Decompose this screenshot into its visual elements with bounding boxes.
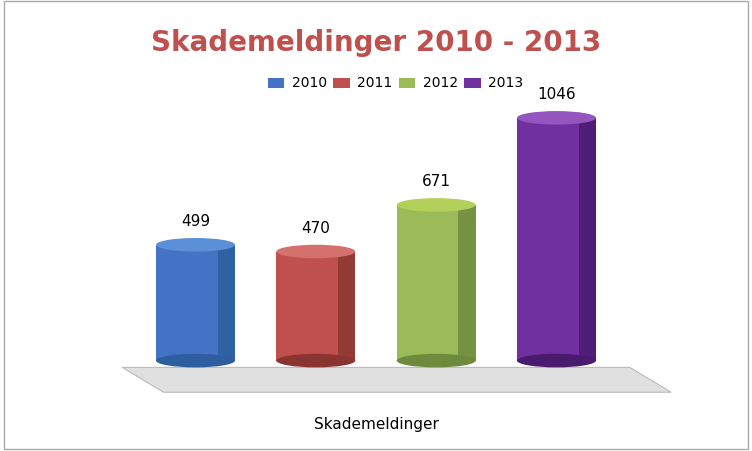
Bar xyxy=(464,78,481,88)
Text: 499: 499 xyxy=(181,214,210,229)
Text: 1046: 1046 xyxy=(537,87,576,102)
Bar xyxy=(338,252,355,361)
Text: 2011: 2011 xyxy=(357,76,393,90)
Bar xyxy=(333,78,350,88)
Ellipse shape xyxy=(156,239,235,252)
Text: 671: 671 xyxy=(422,174,450,189)
Bar xyxy=(156,245,235,361)
Polygon shape xyxy=(123,368,672,392)
Ellipse shape xyxy=(397,198,476,212)
Bar xyxy=(268,78,284,88)
Bar xyxy=(458,205,476,361)
Bar xyxy=(397,205,476,361)
Ellipse shape xyxy=(517,354,596,368)
Text: 2010: 2010 xyxy=(292,76,327,90)
Text: Skademeldinger: Skademeldinger xyxy=(314,416,438,431)
Ellipse shape xyxy=(397,354,476,368)
Ellipse shape xyxy=(156,354,235,368)
Bar xyxy=(277,252,355,361)
Ellipse shape xyxy=(277,245,356,259)
Bar xyxy=(399,78,415,88)
Text: 2012: 2012 xyxy=(423,76,458,90)
Bar xyxy=(217,245,235,361)
Text: 470: 470 xyxy=(302,221,330,235)
Bar xyxy=(517,119,596,361)
Ellipse shape xyxy=(517,112,596,125)
Bar xyxy=(578,119,596,361)
Text: Skademeldinger 2010 - 2013: Skademeldinger 2010 - 2013 xyxy=(151,29,601,57)
Ellipse shape xyxy=(277,354,356,368)
Text: 2013: 2013 xyxy=(488,76,523,90)
